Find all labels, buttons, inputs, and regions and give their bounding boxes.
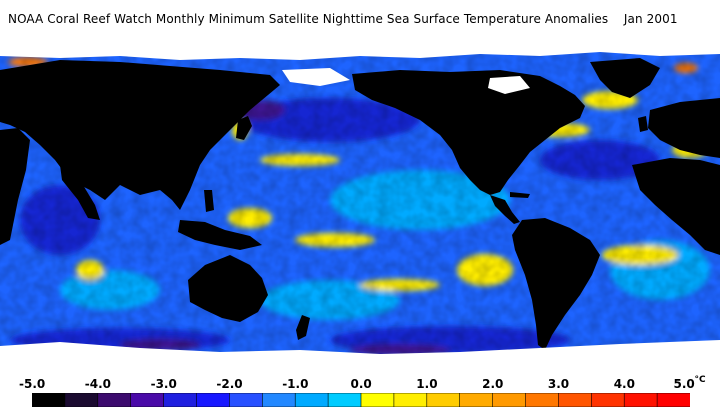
land-uk xyxy=(638,116,648,132)
colorbar-tick-label: -5.0 xyxy=(19,377,46,391)
colorbar xyxy=(32,393,690,407)
colorbar-swatch xyxy=(590,393,625,407)
colorbar-swatch xyxy=(623,393,658,407)
ice-hudson xyxy=(488,76,530,94)
land-maritime-se-asia xyxy=(178,220,262,250)
colorbar-unit: °C xyxy=(694,375,706,385)
land-japan xyxy=(236,116,252,140)
colorbar-swatch xyxy=(97,393,132,407)
colorbar-swatch xyxy=(163,393,198,407)
land-south-america xyxy=(512,218,600,350)
ice-antarctic xyxy=(0,340,720,370)
colorbar-swatch xyxy=(426,393,461,407)
colorbar-tick-label: -4.0 xyxy=(84,377,112,391)
colorbar-tick-label: 1.0 xyxy=(416,377,438,391)
colorbar-swatch xyxy=(459,393,494,407)
colorbar-swatch xyxy=(262,393,297,407)
colorbar-swatch xyxy=(64,393,99,407)
land-cuba xyxy=(510,192,530,198)
ice-arctic-north xyxy=(0,40,720,60)
colorbar-tick-label: 5.0 xyxy=(673,377,695,391)
colorbar-tick-labels: -5.0 -4.0 -3.0 -2.0 -1.0 0.0 1.0 2.0 3.0 4.0 5.0 °C xyxy=(0,375,720,391)
colorbar-swatch xyxy=(525,393,560,407)
colorbar-swatch xyxy=(360,393,395,407)
colorbar-swatch xyxy=(492,393,527,407)
colorbar-tick-label: 0.0 xyxy=(350,377,372,391)
land-africa-west xyxy=(632,158,720,255)
colorbar-swatch xyxy=(558,393,593,407)
colorbar-tick-label: 3.0 xyxy=(547,377,570,391)
landmasses xyxy=(0,58,720,350)
land-europe xyxy=(648,98,720,158)
land-philippines xyxy=(204,190,214,212)
colorbar-tick-label: -1.0 xyxy=(282,377,309,391)
land-north-america xyxy=(352,70,585,195)
colorbar-swatch xyxy=(229,393,264,407)
colorbar-swatch xyxy=(656,393,690,407)
land-australia xyxy=(188,255,268,322)
colorbar-swatch xyxy=(393,393,428,407)
colorbar-swatch xyxy=(327,393,362,407)
colorbar-swatch xyxy=(294,393,329,407)
world-map xyxy=(0,40,720,370)
colorbar-swatch xyxy=(196,393,231,407)
sea-ice xyxy=(0,40,720,370)
ice-bering xyxy=(282,68,350,86)
colorbar-tick-label: -3.0 xyxy=(150,377,177,391)
colorbar-swatch xyxy=(130,393,165,407)
land-new-zealand xyxy=(296,315,310,340)
colorbar-tick-label: 4.0 xyxy=(613,377,635,391)
colorbar-tick-label: -2.0 xyxy=(216,377,243,391)
land-greenland xyxy=(590,58,660,98)
land-africa-east xyxy=(0,128,30,245)
land-central-america xyxy=(490,195,520,224)
land-arabia-india xyxy=(60,165,100,220)
colorbar-tick-label: 2.0 xyxy=(482,377,504,391)
map-title: NOAA Coral Reef Watch Monthly Minimum Sa… xyxy=(8,12,678,26)
colorbar-swatch xyxy=(32,393,66,407)
